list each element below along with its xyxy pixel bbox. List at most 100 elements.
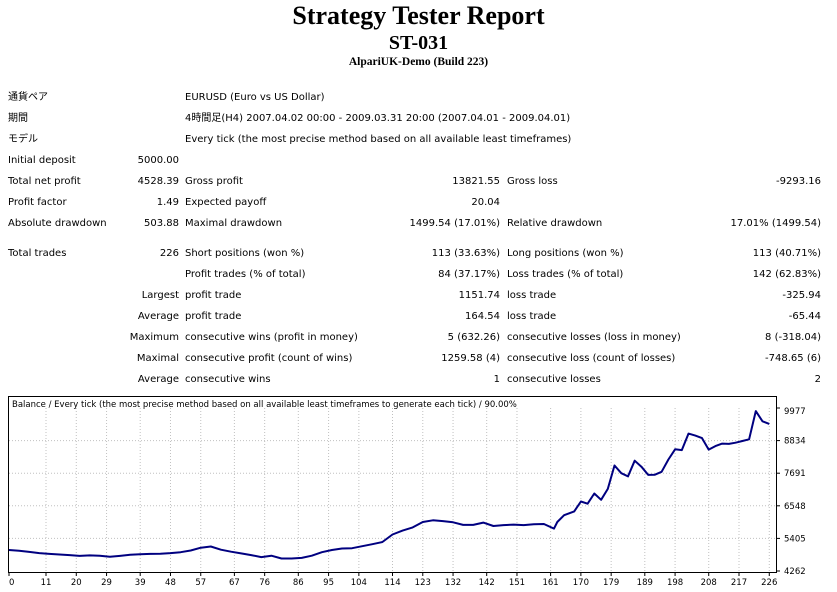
avg-consec-wins-value: 1 [493,374,500,385]
maximal-consec-loss-label: consecutive loss (count of losses) [507,353,676,364]
relative-drawdown-label: Relative drawdown [507,218,603,229]
report-title: Strategy Tester Report [292,1,545,30]
symbol-value: EURUSD (Euro vs US Dollar) [185,92,325,103]
y-tick-label: 7691 [784,469,806,479]
y-axis-ticks: 9977 8834 7691 6548 5405 4262 [776,407,806,577]
maximal-drawdown-value: 1499.54 (17.01%) [409,218,500,229]
x-tick-label: 132 [445,578,461,588]
short-positions-value: 113 (33.63%) [431,248,500,259]
x-tick-label: 0 [9,578,14,588]
max-consec-wins-value: 5 (632.26) [447,332,500,343]
x-tick-label: 179 [603,578,619,588]
x-tick-label: 151 [509,578,525,588]
total-net-profit-value: 4528.39 [137,176,179,187]
x-tick-label: 95 [323,578,334,588]
x-axis-ticks: 0 11 20 29 39 48 57 67 76 86 95 104 114 123 132 142 151 1… [8,572,777,588]
x-tick-label: 29 [101,578,112,588]
profit-factor-value: 1.49 [156,197,179,208]
x-tick-label: 208 [701,578,717,588]
largest-profit-label: profit trade [185,290,242,301]
x-tick-label: 11 [41,578,52,588]
gross-profit-value: 13821.55 [452,176,500,187]
avg-consec-losses-label: consecutive losses [507,374,601,385]
balance-chart-svg: Balance / Every tick (the most precise m… [8,396,806,588]
x-tick-label: 161 [542,578,558,588]
expected-payoff-label: Expected payoff [185,197,267,208]
x-tick-label: 39 [135,578,146,588]
max-consec-wins-label: consecutive wins (profit in money) [185,332,358,343]
relative-drawdown-value: 17.01% (1499.54) [730,218,821,229]
initial-deposit-value: 5000.00 [137,155,179,166]
absolute-drawdown-label: Absolute drawdown [8,218,107,229]
server-info: AlpariUK-Demo (Build 223) [348,56,489,68]
x-tick-label: 142 [479,578,495,588]
total-trades-label: Total trades [8,248,67,259]
profit-trades-value: 84 (37.17%) [438,269,500,280]
absolute-drawdown-value: 503.88 [144,218,179,229]
avg-consec-wins-label: consecutive wins [185,374,271,385]
maximum-label: Maximum [129,332,179,343]
balance-chart: Balance / Every tick (the most precise m… [8,396,821,590]
x-tick-label: 57 [195,578,206,588]
short-positions-label: Short positions (won %) [185,248,305,259]
long-positions-value: 113 (40.71%) [752,248,821,259]
maximal-consec-profit-value: 1259.58 (4) [441,353,500,364]
average-label: Average [137,311,179,322]
long-positions-label: Long positions (won %) [507,248,624,259]
y-tick-label: 9977 [784,407,806,417]
grid-layer [9,408,776,571]
y-tick-label: 8834 [784,437,806,447]
x-tick-label: 48 [165,578,176,588]
model-label: モデル [8,134,38,145]
maximal-consec-profit-label: consecutive profit (count of wins) [185,353,353,364]
max-consec-losses-label: consecutive losses (loss in money) [507,332,681,343]
x-tick-label: 20 [71,578,82,588]
initial-deposit-label: Initial deposit [8,155,76,166]
profit-factor-label: Profit factor [8,197,67,208]
loss-trades-label: Loss trades (% of total) [507,269,624,280]
x-tick-label: 104 [351,578,367,588]
profit-trades-label: Profit trades (% of total) [185,269,306,280]
x-tick-label: 189 [637,578,653,588]
x-tick-label: 114 [384,578,400,588]
average-loss-value: -65.44 [788,311,821,322]
average-loss-label: loss trade [507,311,557,322]
average-profit-value: 164.54 [465,311,500,322]
largest-loss-value: -325.94 [782,290,821,301]
symbol-label: 通貨ペア [8,92,48,103]
line-layer [8,410,770,560]
x-tick-label: 67 [229,578,240,588]
maximal-drawdown-label: Maximal drawdown [185,218,283,229]
gross-profit-label: Gross profit [185,176,243,187]
x-tick-label: 170 [573,578,589,588]
largest-profit-value: 1151.74 [458,290,500,301]
gross-loss-value: -9293.16 [776,176,821,187]
y-tick-label: 4262 [784,567,806,577]
average-profit-label: profit trade [185,311,242,322]
y-tick-label: 5405 [784,534,806,544]
chart-title: Balance / Every tick (the most precise m… [12,400,517,410]
model-value: Every tick (the most precise method base… [185,134,572,145]
largest-loss-label: loss trade [507,290,557,301]
expected-payoff-value: 20.04 [471,197,500,208]
x-tick-label: 76 [259,578,270,588]
x-tick-label: 123 [415,578,431,588]
total-trades-value: 226 [159,248,179,259]
largest-label: Largest [141,290,179,301]
expert-name: ST-031 [388,32,449,54]
total-net-profit-label: Total net profit [8,176,81,187]
max-consec-losses-value: 8 (-318.04) [765,332,821,343]
avg-consec-losses-value: 2 [814,374,821,385]
loss-trades-value: 142 (62.83%) [752,269,821,280]
x-tick-label: 226 [761,578,777,588]
x-tick-label: 217 [731,578,747,588]
maximal-consec-loss-value: -748.65 (6) [765,353,821,364]
y-tick-label: 6548 [784,502,806,512]
maximal-label: Maximal [136,353,179,364]
period-value: 4時間足(H4) 2007.04.02 00:00 - 2009.03.31 2… [185,113,571,124]
average-consec-label: Average [137,374,179,385]
balance-line [8,410,770,560]
x-tick-label: 86 [293,578,304,588]
x-tick-label: 198 [667,578,683,588]
gross-loss-label: Gross loss [507,176,558,187]
